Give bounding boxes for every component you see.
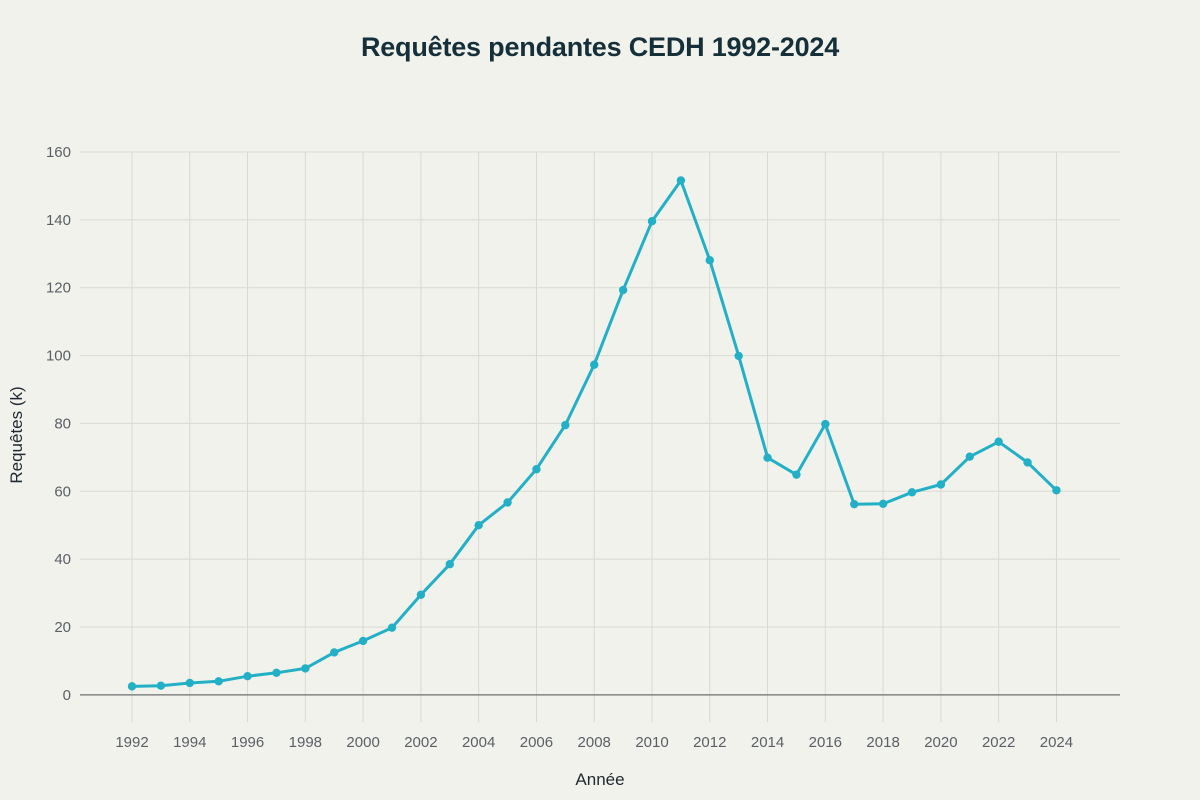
grid <box>80 151 1120 722</box>
x-tick-label: 2008 <box>578 734 611 751</box>
data-point <box>850 499 859 509</box>
data-point <box>676 176 686 185</box>
y-tick-label: 120 <box>46 280 71 297</box>
data-point <box>936 480 946 489</box>
data-point <box>561 420 570 430</box>
y-tick-label: 40 <box>54 551 71 568</box>
x-tick-label: 2006 <box>520 734 553 751</box>
data-point <box>734 351 743 361</box>
x-tick-label: 2002 <box>404 734 437 751</box>
y-tick-label: 100 <box>46 348 71 365</box>
data-point <box>330 648 339 657</box>
data-point <box>705 256 714 265</box>
data-point <box>127 682 137 691</box>
y-tick-label: 80 <box>54 415 71 432</box>
x-tick-label: 2016 <box>809 734 842 751</box>
data-point <box>647 217 657 226</box>
data-point <box>965 452 974 461</box>
data-point <box>243 671 252 681</box>
data-point <box>1052 486 1061 495</box>
data-point <box>618 285 628 295</box>
data-point <box>301 664 310 673</box>
y-tick-label: 140 <box>46 212 71 229</box>
chart-title: Requêtes pendantes CEDH 1992-2024 <box>360 32 840 62</box>
data-point <box>358 636 368 646</box>
data-point <box>387 623 397 632</box>
y-tick-label: 20 <box>54 619 71 636</box>
x-tick-label: 2010 <box>635 734 668 751</box>
y-tick-label: 60 <box>54 483 71 500</box>
x-tick-label: 2004 <box>462 734 495 751</box>
x-tick-label: 1992 <box>115 734 148 751</box>
data-point <box>214 677 223 686</box>
x-tick-label: 2012 <box>693 734 726 751</box>
x-tick-label: 2024 <box>1040 734 1073 751</box>
data-point <box>994 437 1003 446</box>
x-tick-label: 2000 <box>346 734 379 751</box>
y-tick-label: 0 <box>63 687 71 704</box>
data-point <box>907 488 917 497</box>
data-point <box>416 590 426 599</box>
data-point <box>763 453 772 462</box>
x-tick-label: 2014 <box>751 734 784 751</box>
axes: 1992 1994 1996 1998 2000 2002 2004 2006 2008 2010… <box>46 144 1073 751</box>
data-point <box>878 499 888 509</box>
data-point <box>532 465 541 474</box>
x-axis-title: Année <box>575 770 624 789</box>
data-point <box>590 360 599 369</box>
data-point <box>503 498 512 507</box>
data-point <box>1023 458 1032 467</box>
x-tick-label: 2020 <box>924 734 957 751</box>
x-tick-label: 2022 <box>982 734 1015 751</box>
x-tick-label: 1998 <box>289 734 322 751</box>
y-axis-title: Requêtes (k) <box>7 386 26 483</box>
series <box>127 176 1061 691</box>
data-point <box>792 470 801 479</box>
x-tick-label: 1996 <box>231 734 264 751</box>
x-tick-label: 1994 <box>173 734 206 751</box>
data-point <box>272 668 281 678</box>
x-tick-label: 2018 <box>866 734 899 751</box>
data-point <box>185 678 194 688</box>
data-point <box>445 560 454 569</box>
data-point <box>474 521 483 530</box>
y-tick-label: 160 <box>46 144 71 161</box>
data-point <box>156 681 166 690</box>
data-point <box>821 419 830 429</box>
